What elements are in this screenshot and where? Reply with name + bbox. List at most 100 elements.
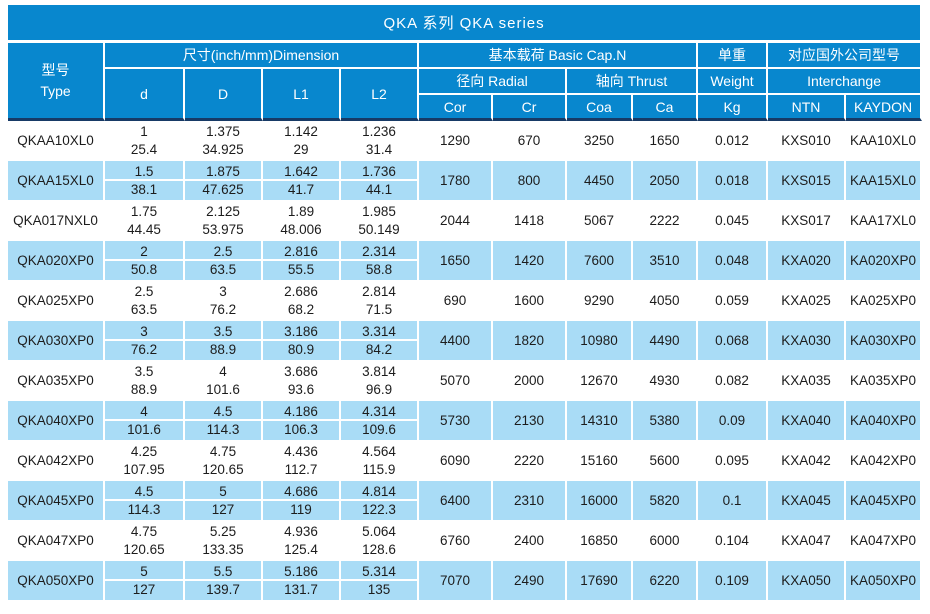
ca-cell: 4490 [633, 321, 698, 361]
ntn-cell: KXA030 [768, 321, 846, 361]
dim-l1-cell: 2.686 68.2 [263, 281, 341, 321]
mm-value: 80.9 [287, 342, 315, 357]
col-header-cr: Cr [493, 95, 567, 121]
col-header-kg: Kg [698, 95, 768, 121]
dim-l2-cell: 4.814 122.3 [341, 481, 419, 521]
mm-value: 88.9 [209, 342, 237, 357]
weight-cell: 0.095 [698, 441, 768, 481]
col-group-interchange: 对应国外公司型号 [768, 43, 923, 69]
mm-value: 114.3 [127, 502, 161, 517]
inch-value: 1.642 [263, 161, 339, 181]
mm-value: 31.4 [365, 142, 393, 157]
table-row: QKA042XP0 4.25 107.95 4.75 120.65 4.436 112.7 4… [8, 441, 923, 481]
cor-cell: 4400 [419, 321, 493, 361]
dim-l2-cell: 3.314 84.2 [341, 321, 419, 361]
mm-value: 63.5 [130, 302, 158, 317]
type-cell: QKA042XP0 [8, 441, 105, 481]
mm-value: 84.2 [365, 342, 393, 357]
dim-d-cell: 2.5 63.5 [185, 241, 263, 281]
ntn-cell: KXA040 [768, 401, 846, 441]
mm-value: 58.8 [365, 262, 393, 277]
dim-d-cell: 3.5 88.9 [185, 321, 263, 361]
kaydon-cell: KA035XP0 [846, 361, 923, 401]
mm-value: 135 [367, 582, 391, 597]
dim-d-cell: 4.25 107.95 [105, 441, 185, 481]
weight-cell: 0.09 [698, 401, 768, 441]
inch-value: 1.5 [105, 161, 183, 181]
kaydon-cell: KA025XP0 [846, 281, 923, 321]
inch-value: 4.75 [209, 444, 237, 459]
col-header-L2: L2 [341, 69, 419, 121]
mm-value: 38.1 [130, 182, 158, 197]
dim-d-cell: 2.5 63.5 [105, 281, 185, 321]
inch-value: 2.125 [206, 204, 240, 219]
cr-cell: 670 [493, 121, 567, 161]
dim-l1-cell: 4.936 125.4 [263, 521, 341, 561]
type-cell: QKA025XP0 [8, 281, 105, 321]
col-header-type: 型号 Type [8, 43, 105, 121]
mm-value: 106.3 [284, 422, 318, 437]
mm-value: 120.65 [202, 462, 244, 477]
ntn-cell: KXS010 [768, 121, 846, 161]
kaydon-cell: KAA10XL0 [846, 121, 923, 161]
table-row: QKA030XP0 3 76.2 3.5 88.9 3.186 80.9 3.314 84.2 4… [8, 321, 923, 361]
table-row: QKA050XP0 5 127 5.5 139.7 5.186 131.7 5.314 135 7… [8, 561, 923, 601]
ca-cell: 6000 [633, 521, 698, 561]
coa-cell: 5067 [567, 201, 633, 241]
ca-cell: 2050 [633, 161, 698, 201]
ca-cell: 1650 [633, 121, 698, 161]
dim-l2-cell: 1.736 44.1 [341, 161, 419, 201]
dim-d-cell: 3 76.2 [185, 281, 263, 321]
inch-value: 5.064 [362, 524, 396, 539]
kaydon-cell: KA047XP0 [846, 521, 923, 561]
table-title: QKA 系列 QKA series [8, 5, 923, 43]
coa-cell: 12670 [567, 361, 633, 401]
ntn-cell: KXA045 [768, 481, 846, 521]
inch-value: 1.142 [284, 124, 318, 139]
mm-value: 48.006 [280, 222, 322, 237]
type-cell: QKA047XP0 [8, 521, 105, 561]
mm-value: 101.6 [206, 382, 240, 397]
header-leaf-row: Cor Cr Coa Ca Kg NTN KAYDON [8, 95, 923, 121]
ca-cell: 5600 [633, 441, 698, 481]
cr-cell: 2220 [493, 441, 567, 481]
dim-d-cell: 5.25 133.35 [185, 521, 263, 561]
cr-cell: 2130 [493, 401, 567, 441]
dim-d-cell: 1.875 47.625 [185, 161, 263, 201]
kaydon-cell: KA050XP0 [846, 561, 923, 601]
inch-value: 4.186 [263, 401, 339, 421]
ntn-cell: KXA025 [768, 281, 846, 321]
mm-value: 76.2 [130, 342, 158, 357]
table-row: QKA040XP0 4 101.6 4.5 114.3 4.186 106.3 4.314 10… [8, 401, 923, 441]
type-cell: QKA017NXL0 [8, 201, 105, 241]
inch-value: 4.564 [362, 444, 396, 459]
coa-cell: 16850 [567, 521, 633, 561]
inch-value: 3.814 [362, 364, 396, 379]
cor-cell: 6760 [419, 521, 493, 561]
mm-value: 109.6 [362, 422, 396, 437]
mm-value: 96.9 [365, 382, 393, 397]
dim-l1-cell: 5.186 131.7 [263, 561, 341, 601]
mm-value: 93.6 [287, 382, 315, 397]
cor-cell: 7070 [419, 561, 493, 601]
mm-value: 131.7 [284, 582, 318, 597]
col-header-type-en: Type [40, 82, 71, 99]
cr-cell: 2400 [493, 521, 567, 561]
mm-value: 25.4 [130, 142, 158, 157]
mm-value: 133.35 [202, 542, 244, 557]
ca-cell: 3510 [633, 241, 698, 281]
dim-d-cell: 4.75 120.65 [105, 521, 185, 561]
weight-cell: 0.012 [698, 121, 768, 161]
ntn-cell: KXA047 [768, 521, 846, 561]
inch-value: 3.686 [284, 364, 318, 379]
type-cell: QKA030XP0 [8, 321, 105, 361]
col-header-L1: L1 [263, 69, 341, 121]
inch-value: 3 [219, 284, 227, 299]
inch-value: 4.936 [284, 524, 318, 539]
dim-l2-cell: 1.236 31.4 [341, 121, 419, 161]
header-group-row: 型号 Type 尺寸(inch/mm)Dimension 基本载荷 Basic … [8, 43, 923, 121]
mm-value: 53.975 [202, 222, 244, 237]
inch-value: 1.75 [130, 204, 158, 219]
mm-value: 115.9 [362, 462, 396, 477]
inch-value: 3.5 [134, 364, 154, 379]
